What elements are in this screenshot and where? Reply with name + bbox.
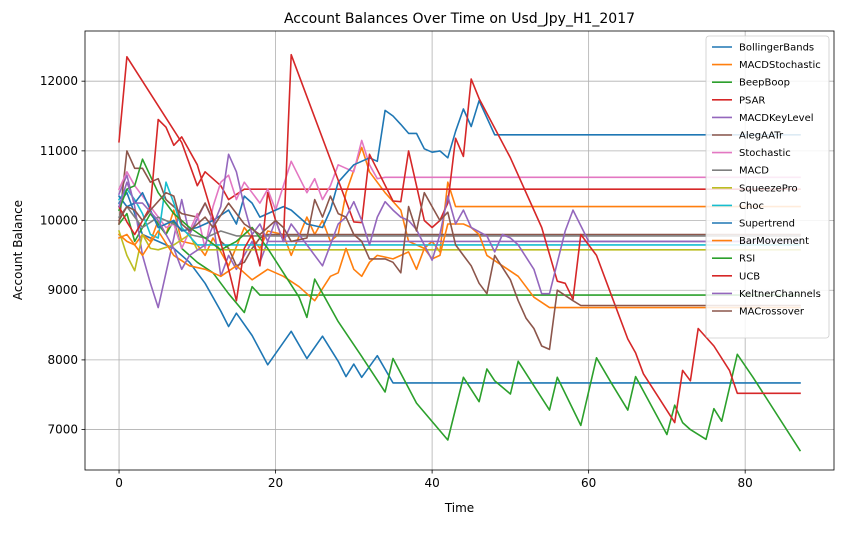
legend-label: MACrossover [739, 307, 805, 318]
x-tick-label: 40 [424, 476, 439, 490]
y-tick-label: 12000 [40, 74, 78, 88]
legend-label: MACDStochastic [739, 60, 821, 71]
legend-label: SqueezePro [739, 183, 798, 194]
x-axis-label: Time [444, 501, 474, 515]
x-tick-label: 20 [268, 476, 283, 490]
y-tick-label: 9000 [47, 283, 78, 297]
plot-frame [84, 30, 835, 471]
y-tick-label: 7000 [47, 423, 78, 437]
x-tick-label: 80 [738, 476, 753, 490]
y-tick-label: 11000 [40, 144, 78, 158]
series-line-macd [117, 205, 801, 239]
legend-label: Choc [739, 201, 764, 212]
legend-label: KeltnerChannels [739, 289, 821, 300]
legend-label: BollingerBands [739, 43, 814, 54]
legend-label: Supertrend [739, 219, 795, 230]
legend-label: Stochastic [739, 148, 791, 159]
series-line-macrossover [117, 191, 801, 351]
y-tick-label: 8000 [47, 353, 78, 367]
chart-title: Account Balances Over Time on Usd_Jpy_H1… [284, 11, 635, 27]
legend-label: PSAR [739, 95, 765, 106]
series-line-alegaatr [118, 150, 801, 267]
series-line-squeezepro [117, 229, 801, 272]
x-tick-label: 60 [581, 476, 596, 490]
legend-label: UCB [739, 271, 760, 282]
legend-label: MACDKeyLevel [739, 113, 814, 124]
series-line-keltnerchannels [117, 153, 801, 295]
series-line-barmovement [117, 223, 801, 309]
series-line-bollingerbands [117, 191, 801, 384]
legend-label: AlegAATr [739, 131, 784, 142]
legend-label: RSI [739, 254, 755, 265]
axis-ticks: 0 20 40 60 80 7000 8000 9000 10000 11000 12000 [40, 74, 753, 490]
legend-box [705, 35, 830, 339]
legend-label: BarMovement [739, 236, 809, 247]
legend-label: MACD [739, 166, 769, 177]
series-line-supertrend [117, 99, 801, 232]
x-tick-label: 0 [115, 476, 123, 490]
series-line-rsi [117, 158, 802, 452]
series-line-ucb [117, 53, 801, 424]
y-tick-label: 10000 [40, 214, 78, 228]
legend-label: BeepBoop [739, 78, 790, 89]
series-layer [117, 53, 802, 452]
y-axis-label: Account Balance [11, 200, 25, 300]
legend: BollingerBandsMACDStochasticBeepBoopPSAR… [705, 35, 830, 339]
